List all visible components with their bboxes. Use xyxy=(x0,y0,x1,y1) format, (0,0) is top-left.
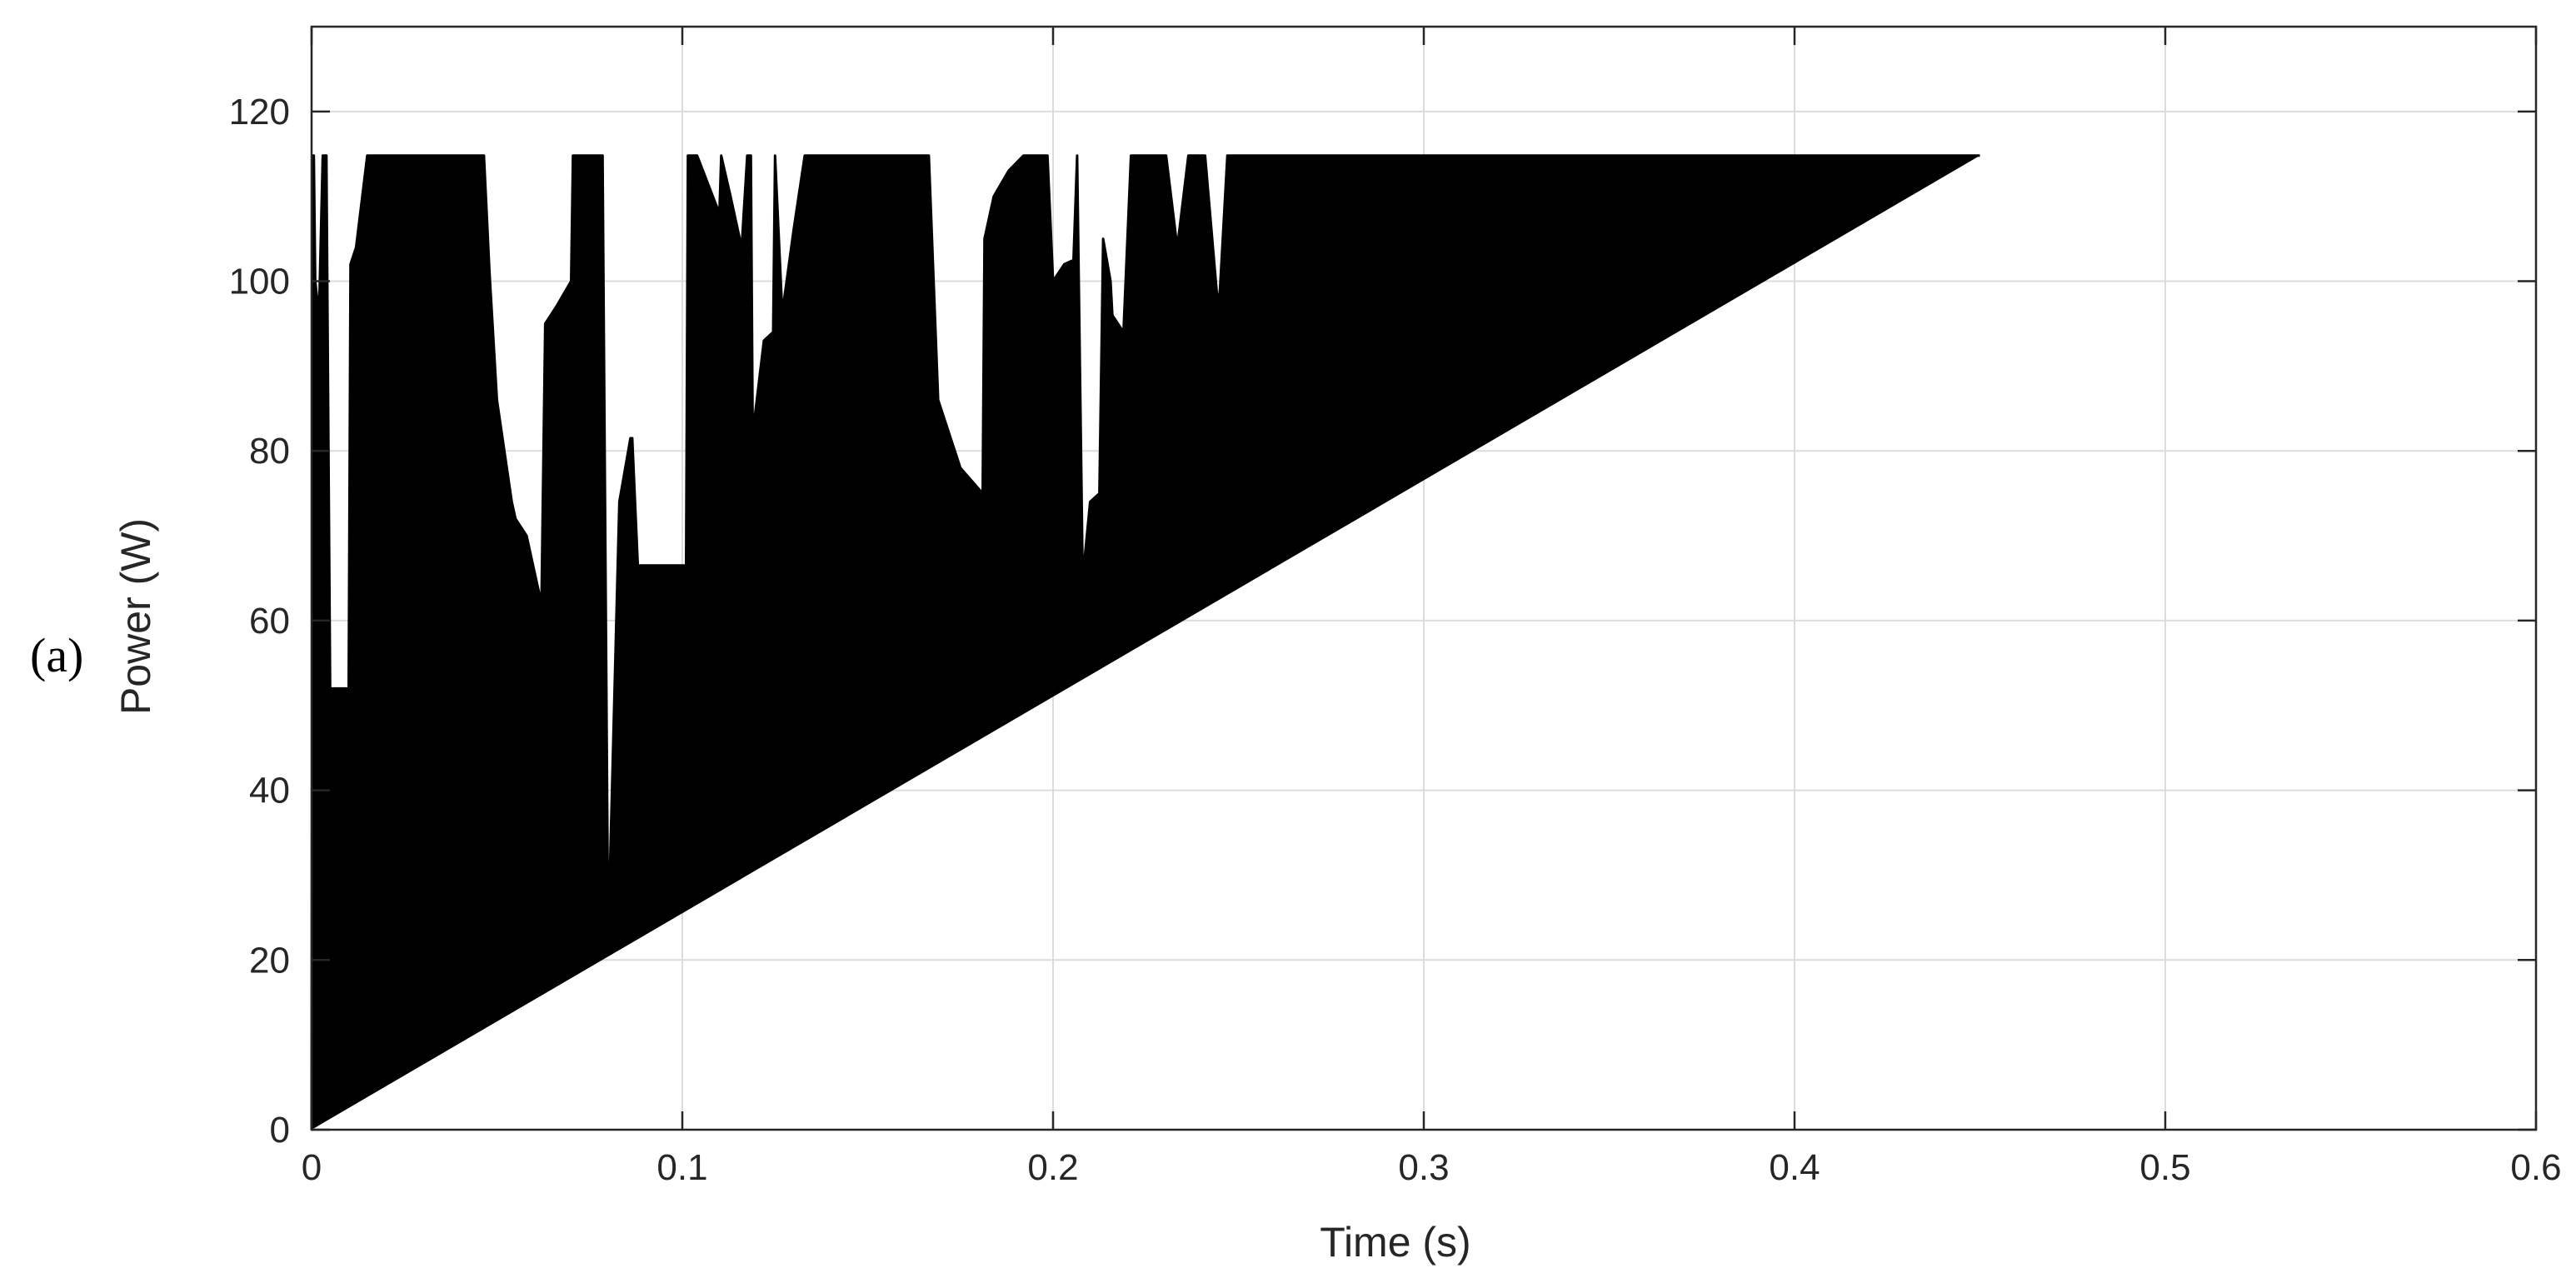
y-tick-label-5: 100 xyxy=(229,262,290,302)
x-tick-label-6: 0.6 xyxy=(2510,1147,2561,1188)
power-envelope-band xyxy=(310,154,1980,1131)
y-tick-label-2: 40 xyxy=(249,771,290,811)
y-tick-label-3: 60 xyxy=(249,601,290,642)
y-tick-label-0: 0 xyxy=(270,1110,290,1151)
x-tick-label-1: 0.1 xyxy=(656,1147,707,1188)
x-tick-label-5: 0.5 xyxy=(2139,1147,2190,1188)
y-axis-ticks: 0 20 40 60 80 100 120 xyxy=(229,92,2536,1151)
x-tick-label-4: 0.4 xyxy=(1769,1147,1820,1188)
y-axis-label: Power (W) xyxy=(112,518,159,715)
x-axis-ticks: 0 0.1 0.2 0.3 0.4 0.5 0.6 xyxy=(302,27,2562,1188)
x-tick-label-0: 0 xyxy=(302,1147,322,1188)
panel-label: (a) xyxy=(30,628,83,682)
power-waveform xyxy=(310,154,1980,1131)
y-tick-label-1: 20 xyxy=(249,940,290,981)
y-tick-label-4: 80 xyxy=(249,431,290,472)
x-tick-label-2: 0.2 xyxy=(1027,1147,1078,1188)
y-tick-label-6: 120 xyxy=(229,92,290,132)
x-axis-label: Time (s) xyxy=(1320,1219,1470,1266)
x-tick-label-3: 0.3 xyxy=(1398,1147,1449,1188)
